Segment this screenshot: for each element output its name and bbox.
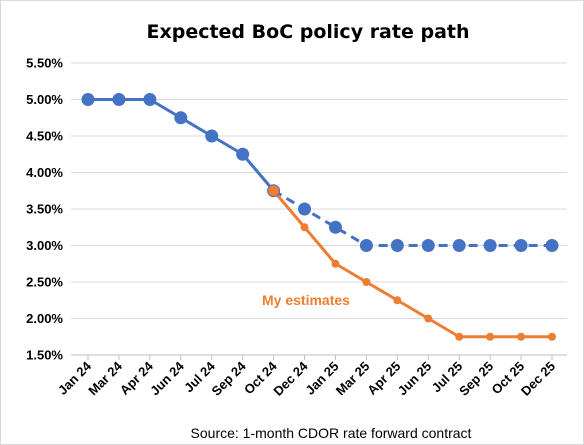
y-tick-label: 5.00%: [26, 92, 63, 107]
policy-rate-point: [143, 93, 157, 106]
gridlines: [71, 62, 567, 360]
y-tick-label: 2.00%: [26, 311, 63, 326]
my-estimates-point: [300, 223, 309, 232]
x-tick-label: Jun 25: [395, 359, 435, 399]
chart-title: Expected BoC policy rate path: [146, 21, 469, 43]
policy-rate-point: [452, 239, 466, 252]
my-estimates-point: [331, 259, 340, 268]
my-estimates-point: [486, 332, 495, 341]
my-estimates-annotation: My estimates: [262, 292, 350, 308]
x-tick-label: Dec 25: [518, 359, 558, 399]
y-tick-label: 3.50%: [26, 202, 63, 217]
x-tick-label: Sep 25: [456, 359, 496, 399]
y-tick-label: 4.00%: [26, 165, 63, 180]
series-markers: [81, 93, 559, 341]
x-tick-label: Dec 24: [270, 358, 311, 399]
policy-rate-point: [359, 239, 373, 252]
my-estimates-point: [268, 185, 280, 197]
policy-rate-point: [421, 239, 435, 252]
policy-rate-point: [81, 93, 95, 106]
chart-source: Source: 1-month CDOR rate forward contra…: [191, 425, 472, 441]
x-tick-label: Jun 24: [147, 358, 187, 398]
y-tick-label: 3.00%: [26, 238, 63, 253]
my-estimates-point: [393, 296, 402, 305]
policy-rate-point: [390, 239, 404, 252]
my-estimates-point: [362, 278, 371, 286]
y-tick-label: 4.50%: [26, 129, 63, 144]
x-tick-label: Mar 25: [333, 359, 373, 399]
policy-rate-point: [205, 129, 219, 143]
y-axis-tick-labels: 1.50% 2.00% 2.50% 3.00% 3.50% 4.00% 4.50% 5.00%…: [26, 56, 63, 363]
policy-rate-point: [174, 111, 188, 125]
x-tick-label: Mar 24: [85, 358, 125, 398]
policy-rate-point: [514, 239, 528, 252]
my-estimates-point: [424, 314, 433, 323]
policy-rate-point: [483, 239, 497, 252]
policy-rate-point: [236, 147, 250, 161]
policy-rate-line-dashed: [272, 189, 552, 247]
y-tick-label: 1.50%: [26, 348, 63, 363]
y-tick-label: 5.50%: [26, 56, 63, 71]
x-tick-label: Sep 24: [209, 358, 250, 399]
my-estimates-point: [455, 332, 464, 341]
policy-rate-point: [328, 220, 342, 234]
my-estimates-point: [517, 332, 526, 341]
policy-rate-point: [112, 93, 126, 106]
y-tick-label: 2.50%: [26, 275, 63, 290]
policy-rate-point: [545, 239, 559, 252]
policy-rate-point: [298, 202, 312, 216]
my-estimates-line: [272, 189, 552, 339]
my-estimates-point: [548, 332, 556, 341]
